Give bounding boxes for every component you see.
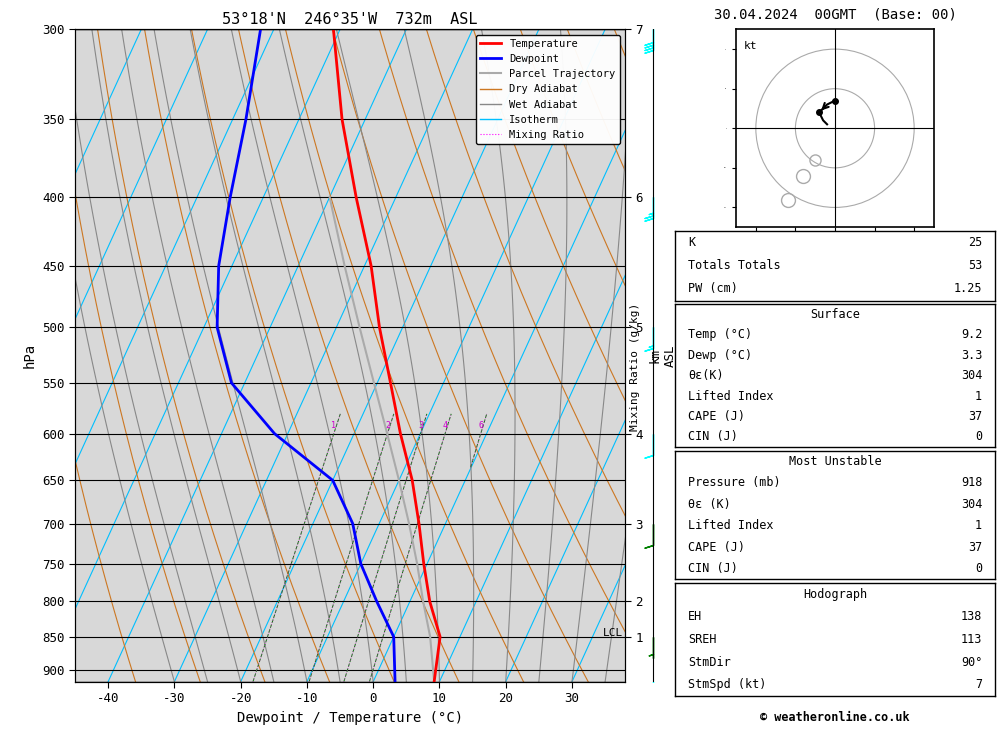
- Text: 3.3: 3.3: [961, 349, 982, 362]
- Text: CAPE (J): CAPE (J): [688, 410, 745, 423]
- Text: 9.2: 9.2: [961, 328, 982, 342]
- Text: Surface: Surface: [810, 308, 860, 321]
- Text: Lifted Index: Lifted Index: [688, 389, 773, 402]
- Text: EH: EH: [688, 611, 702, 623]
- Text: 37: 37: [968, 410, 982, 423]
- Text: © weatheronline.co.uk: © weatheronline.co.uk: [760, 711, 910, 724]
- Text: 25: 25: [968, 236, 982, 249]
- Text: 138: 138: [961, 611, 982, 623]
- Text: Temp (°C): Temp (°C): [688, 328, 752, 342]
- Text: CIN (J): CIN (J): [688, 562, 738, 575]
- Y-axis label: hPa: hPa: [23, 343, 37, 368]
- Text: SREH: SREH: [688, 633, 716, 646]
- Text: Hodograph: Hodograph: [803, 588, 867, 600]
- Text: 1.25: 1.25: [954, 282, 982, 295]
- Text: kt: kt: [744, 41, 757, 51]
- Text: Dewp (°C): Dewp (°C): [688, 349, 752, 362]
- Text: 7: 7: [975, 679, 982, 691]
- Text: PW (cm): PW (cm): [688, 282, 738, 295]
- Text: CIN (J): CIN (J): [688, 430, 738, 443]
- Text: Most Unstable: Most Unstable: [789, 455, 881, 468]
- Text: θε(K): θε(K): [688, 369, 723, 382]
- Text: 4: 4: [443, 421, 448, 430]
- Text: Mixing Ratio (g/kg): Mixing Ratio (g/kg): [630, 303, 640, 430]
- Text: 3: 3: [418, 421, 423, 430]
- Text: 0: 0: [975, 430, 982, 443]
- X-axis label: Dewpoint / Temperature (°C): Dewpoint / Temperature (°C): [237, 711, 463, 725]
- Text: 0: 0: [975, 562, 982, 575]
- Text: K: K: [688, 236, 695, 249]
- Text: StmSpd (kt): StmSpd (kt): [688, 679, 766, 691]
- Text: Pressure (mb): Pressure (mb): [688, 476, 780, 490]
- Text: 30.04.2024  00GMT  (Base: 00): 30.04.2024 00GMT (Base: 00): [714, 8, 956, 22]
- Text: 1: 1: [975, 389, 982, 402]
- Text: 2: 2: [385, 421, 390, 430]
- Legend: Temperature, Dewpoint, Parcel Trajectory, Dry Adiabat, Wet Adiabat, Isotherm, Mi: Temperature, Dewpoint, Parcel Trajectory…: [476, 34, 620, 144]
- Text: 918: 918: [961, 476, 982, 490]
- Text: 113: 113: [961, 633, 982, 646]
- Text: 1: 1: [331, 421, 336, 430]
- Text: 304: 304: [961, 498, 982, 511]
- Text: Totals Totals: Totals Totals: [688, 259, 780, 272]
- Text: StmDir: StmDir: [688, 656, 731, 668]
- Text: LCL: LCL: [603, 628, 623, 638]
- Text: 53: 53: [968, 259, 982, 272]
- Text: 90°: 90°: [961, 656, 982, 668]
- Text: 6: 6: [478, 421, 483, 430]
- Text: 304: 304: [961, 369, 982, 382]
- Y-axis label: km
ASL: km ASL: [648, 345, 676, 366]
- Text: Lifted Index: Lifted Index: [688, 519, 773, 532]
- Text: θε (K): θε (K): [688, 498, 731, 511]
- Text: CAPE (J): CAPE (J): [688, 540, 745, 553]
- Title: 53°18'N  246°35'W  732m  ASL: 53°18'N 246°35'W 732m ASL: [222, 12, 478, 27]
- Text: 37: 37: [968, 540, 982, 553]
- Text: 1: 1: [975, 519, 982, 532]
